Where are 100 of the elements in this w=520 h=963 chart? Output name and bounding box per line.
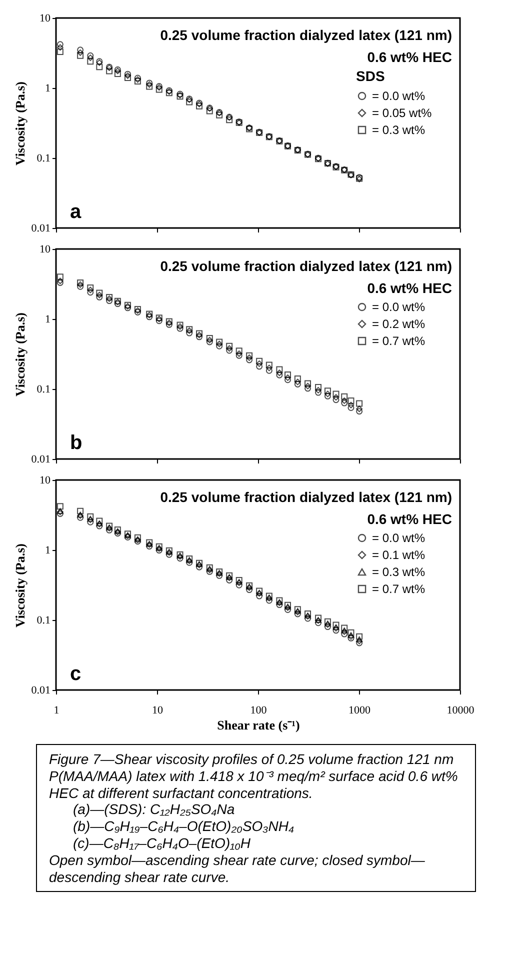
text: (b)—C₉H₁₉–C₆H₄–O(EtO)₂₀SO₃NH₄ xyxy=(72,818,296,835)
legend-label: = 0.3 wt% xyxy=(372,123,426,137)
y-tick-label: 0.01 xyxy=(31,454,50,466)
point xyxy=(96,518,103,524)
point xyxy=(315,614,322,622)
point xyxy=(276,366,283,373)
point xyxy=(266,362,272,368)
point xyxy=(246,352,253,359)
point xyxy=(246,354,253,361)
point xyxy=(284,374,291,381)
point xyxy=(324,618,331,625)
point xyxy=(216,568,223,575)
point xyxy=(196,334,202,340)
y-tick-label: 10 xyxy=(40,244,51,256)
point xyxy=(216,340,223,348)
legend-label: = 0.2 wt% xyxy=(372,317,426,331)
point xyxy=(77,508,84,514)
point xyxy=(315,389,322,396)
point xyxy=(226,576,233,584)
legend-label: = 0.0 wt% xyxy=(372,300,426,314)
point xyxy=(87,54,94,62)
text: 0.6 wt% HEC xyxy=(367,280,452,296)
point xyxy=(77,46,84,54)
point xyxy=(226,342,233,350)
point xyxy=(206,108,213,114)
point xyxy=(146,543,153,550)
point xyxy=(226,347,233,354)
caption: Figure 7—Shear viscosity profiles of 0.25 volume fraction 121 nm P(MAA/MAA) latex with 1.418 x 10⁻³ meq/m² surface acid 0.6 wt% HEC at different surfactant concentrations. xyxy=(49,751,459,802)
point xyxy=(176,555,184,562)
legend-label: = 0.05 wt% xyxy=(372,106,432,120)
y-tick-label: 1 xyxy=(45,82,50,94)
point xyxy=(87,58,94,65)
point xyxy=(315,384,322,390)
text: 0.6 wt% HEC xyxy=(367,49,452,65)
point xyxy=(294,378,301,386)
point xyxy=(146,539,153,546)
point xyxy=(294,610,301,618)
legend-title: SDS xyxy=(356,68,385,84)
point xyxy=(324,388,331,394)
point xyxy=(304,385,312,392)
point xyxy=(77,281,84,288)
point xyxy=(315,387,322,394)
point xyxy=(96,64,103,70)
point xyxy=(87,513,94,520)
point xyxy=(96,292,103,298)
point xyxy=(276,602,283,608)
point xyxy=(246,586,253,594)
point xyxy=(294,380,301,388)
point xyxy=(276,372,283,378)
y-axis-title: Viscosity (Pa.s) xyxy=(12,312,28,397)
y-tick-label: 1 xyxy=(45,544,50,556)
point xyxy=(256,363,263,370)
legend-label: = 0.0 wt% xyxy=(372,89,426,103)
point xyxy=(266,364,272,372)
point xyxy=(216,338,223,346)
point xyxy=(226,572,233,579)
point xyxy=(304,610,312,617)
point xyxy=(276,597,283,604)
annotation: a xyxy=(70,201,82,223)
point xyxy=(196,564,202,570)
y-tick-label: 0.01 xyxy=(31,222,50,234)
legend-label: = 0.7 wt% xyxy=(372,582,426,596)
x-tick-label: 1000 xyxy=(348,704,371,716)
point xyxy=(77,514,84,521)
point xyxy=(87,518,94,526)
point xyxy=(96,294,103,300)
point xyxy=(216,112,223,118)
point xyxy=(294,376,301,382)
legend-label: = 0.0 wt% xyxy=(372,531,426,545)
y-tick-label: 0.1 xyxy=(36,152,50,164)
point xyxy=(156,86,162,93)
legend-label: = 0.3 wt% xyxy=(372,565,426,579)
y-tick-label: 0.01 xyxy=(31,684,50,696)
point xyxy=(226,116,233,124)
point xyxy=(166,547,172,554)
point xyxy=(324,390,331,398)
point xyxy=(216,342,223,350)
point xyxy=(236,352,242,359)
y-tick-label: 10 xyxy=(40,474,51,486)
point xyxy=(77,49,84,56)
point xyxy=(236,350,242,357)
y-tick-label: 10 xyxy=(40,12,51,24)
point xyxy=(236,582,242,588)
point xyxy=(324,392,331,400)
point xyxy=(206,338,213,346)
point xyxy=(87,289,94,296)
y-axis-title: Viscosity (Pa.s) xyxy=(12,81,28,166)
annotation: c xyxy=(70,663,82,685)
point xyxy=(324,624,331,630)
point xyxy=(146,314,153,320)
point xyxy=(106,68,113,74)
y-tick-label: 0.1 xyxy=(36,384,50,396)
point xyxy=(256,588,263,594)
y-tick-label: 1 xyxy=(45,314,50,326)
text: (c)—C₈H₁₇–C₆H₄O–(EtO)₁₀H xyxy=(72,834,252,852)
x-axis-title: Shear rate (s⁻¹) xyxy=(217,718,300,732)
point xyxy=(304,382,312,390)
point xyxy=(106,298,113,304)
text: Open symbol—ascending shear rate curve; closed symbol—descending shear rate curve. xyxy=(49,852,426,886)
point xyxy=(236,348,242,354)
